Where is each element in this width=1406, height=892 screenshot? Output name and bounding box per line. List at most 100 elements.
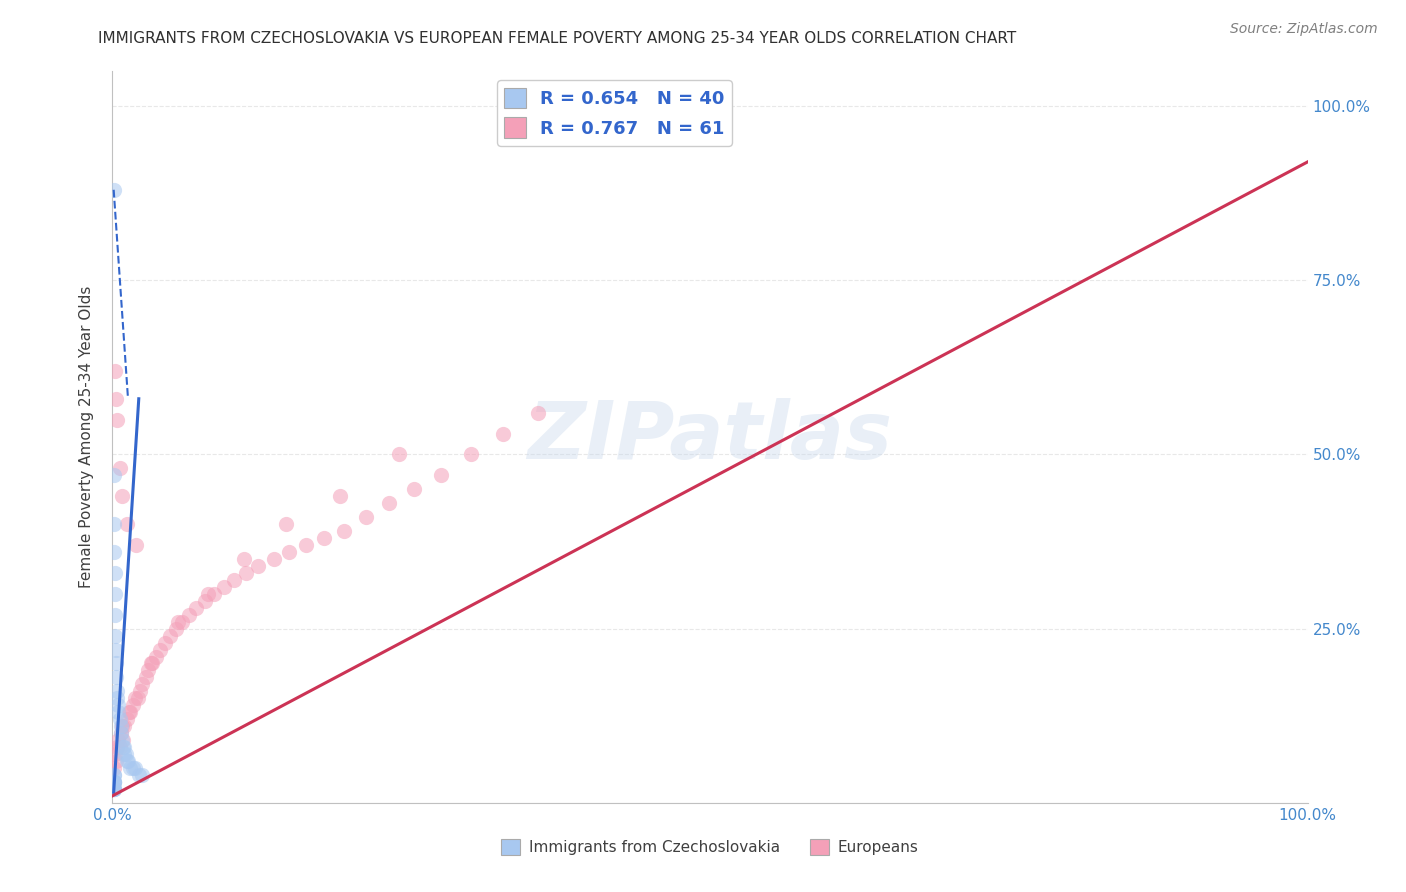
Point <box>103 781 125 796</box>
Text: Source: ZipAtlas.com: Source: ZipAtlas.com <box>1230 22 1378 37</box>
Point <box>103 761 125 775</box>
Point <box>105 412 128 426</box>
Point <box>492 426 515 441</box>
Point <box>105 691 128 706</box>
Point <box>402 483 425 497</box>
Point <box>107 705 129 719</box>
Point <box>124 761 146 775</box>
Point <box>115 712 138 726</box>
Point <box>212 580 235 594</box>
Point <box>121 698 143 713</box>
Point <box>103 768 125 782</box>
Point <box>103 781 125 796</box>
Point <box>103 775 125 789</box>
Point <box>128 768 150 782</box>
Point <box>114 740 135 755</box>
Point <box>104 566 127 580</box>
Y-axis label: Female Poverty Among 25-34 Year Olds: Female Poverty Among 25-34 Year Olds <box>79 286 94 588</box>
Point <box>107 698 129 713</box>
Point <box>295 538 318 552</box>
Point <box>118 705 141 719</box>
Point <box>177 607 200 622</box>
Point <box>312 531 335 545</box>
Point <box>110 726 132 740</box>
Point <box>159 629 181 643</box>
Point <box>139 657 162 671</box>
Point <box>135 670 157 684</box>
Point <box>224 573 246 587</box>
Text: IMMIGRANTS FROM CZECHOSLOVAKIA VS EUROPEAN FEMALE POVERTY AMONG 25-34 YEAR OLDS : IMMIGRANTS FROM CZECHOSLOVAKIA VS EUROPE… <box>98 31 1017 46</box>
Point <box>111 733 134 747</box>
Point <box>141 657 163 671</box>
Point <box>112 733 135 747</box>
Point <box>105 642 128 657</box>
Point <box>354 510 377 524</box>
Point <box>103 517 125 532</box>
Point <box>121 761 143 775</box>
Legend: Immigrants from Czechoslovakia, Europeans: Immigrants from Czechoslovakia, European… <box>495 833 925 861</box>
Point <box>235 566 257 580</box>
Point <box>104 629 127 643</box>
Point <box>103 768 125 782</box>
Point <box>333 524 356 538</box>
Point <box>111 719 134 733</box>
Point <box>460 448 482 462</box>
Point <box>105 670 128 684</box>
Point <box>114 719 135 733</box>
Point <box>104 364 127 378</box>
Point <box>125 538 148 552</box>
Point <box>388 448 411 462</box>
Point <box>111 489 134 503</box>
Point <box>103 775 125 789</box>
Point <box>124 691 146 706</box>
Point <box>103 775 125 789</box>
Point <box>107 733 129 747</box>
Point <box>278 545 301 559</box>
Point <box>138 664 160 678</box>
Point <box>105 392 128 406</box>
Point <box>167 615 190 629</box>
Point <box>103 781 125 796</box>
Point <box>145 649 167 664</box>
Point <box>103 545 125 559</box>
Point <box>104 747 127 761</box>
Point <box>103 183 125 197</box>
Point <box>103 468 125 483</box>
Point <box>108 461 131 475</box>
Point <box>170 615 193 629</box>
Point <box>117 754 139 768</box>
Point <box>274 517 297 532</box>
Point <box>247 558 270 573</box>
Point <box>103 775 125 789</box>
Point <box>165 622 187 636</box>
Point <box>127 691 149 706</box>
Point <box>149 642 172 657</box>
Point <box>131 768 153 782</box>
Point <box>329 489 352 503</box>
Point <box>110 726 132 740</box>
Text: ZIPatlas: ZIPatlas <box>527 398 893 476</box>
Point <box>120 705 142 719</box>
Point <box>115 517 138 532</box>
Point <box>114 747 136 761</box>
Point <box>104 607 127 622</box>
Point <box>114 747 135 761</box>
Point <box>110 719 132 733</box>
Point <box>202 587 225 601</box>
Point <box>108 740 131 755</box>
Point <box>263 552 285 566</box>
Point <box>120 761 142 775</box>
Point <box>129 684 152 698</box>
Point <box>103 781 125 796</box>
Point <box>108 712 131 726</box>
Point <box>527 406 550 420</box>
Point <box>131 677 153 691</box>
Point <box>105 740 128 755</box>
Point <box>233 552 256 566</box>
Point <box>377 496 399 510</box>
Point <box>105 657 128 671</box>
Point <box>430 468 453 483</box>
Point <box>197 587 219 601</box>
Point <box>115 754 138 768</box>
Point <box>112 740 135 755</box>
